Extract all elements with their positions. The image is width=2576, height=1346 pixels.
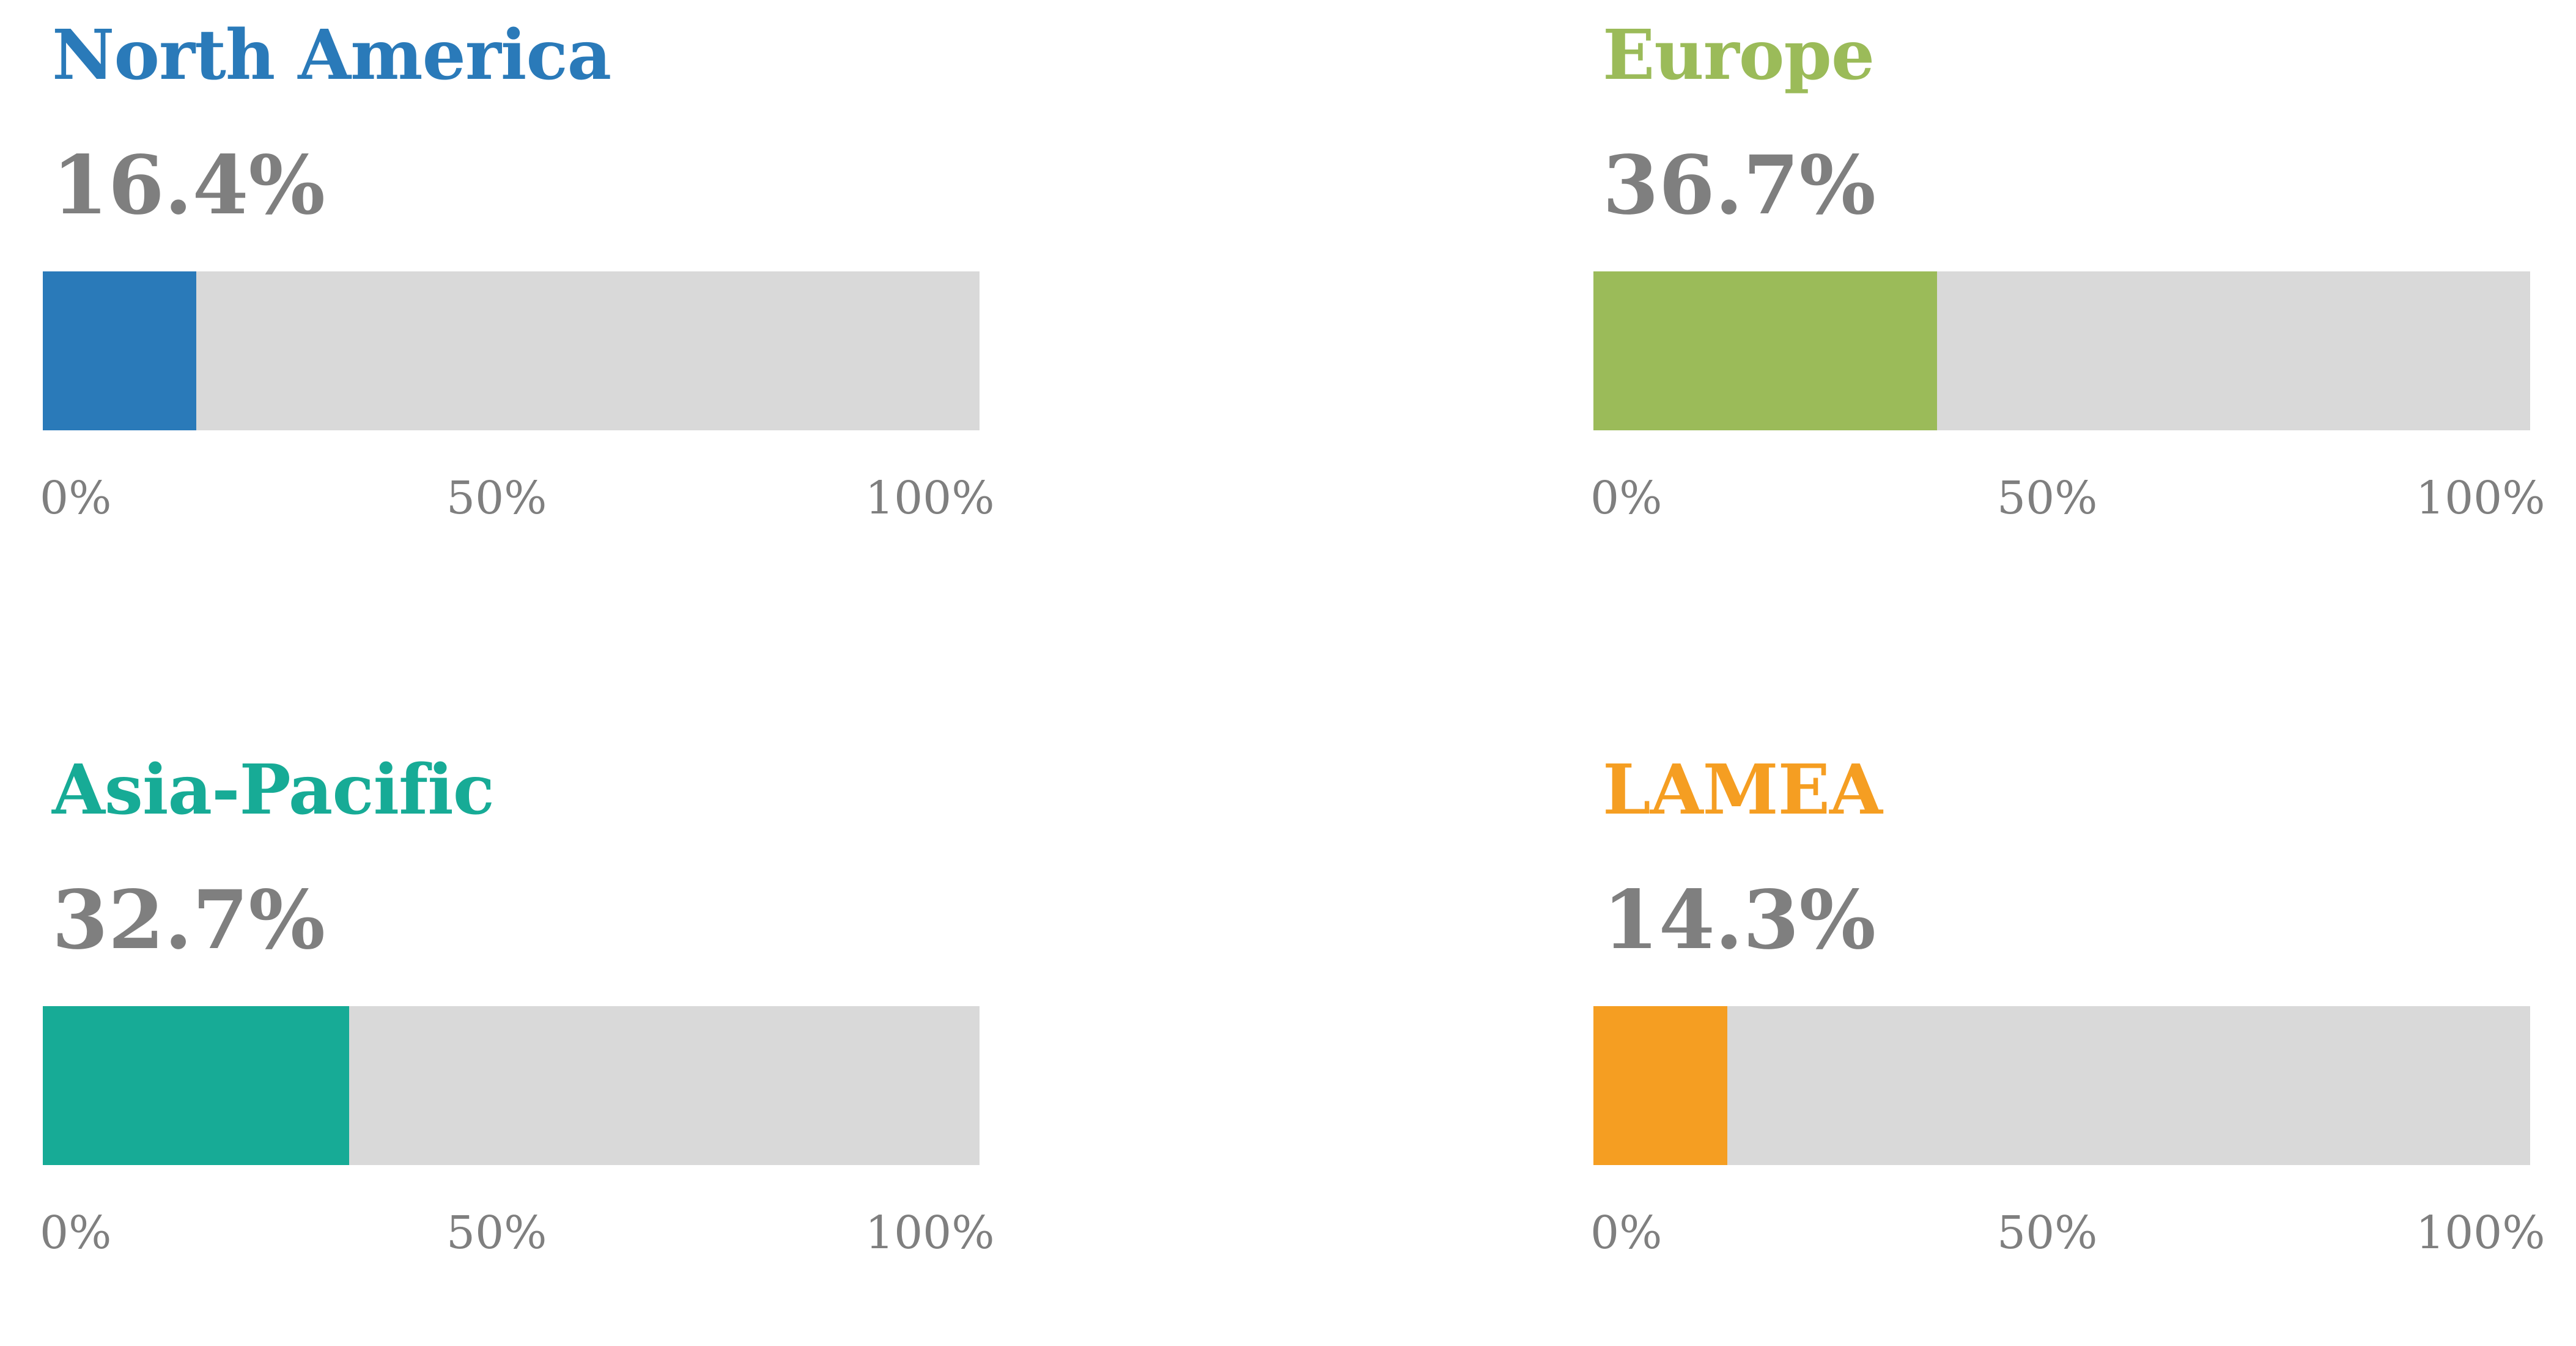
bar-track-north-america (43, 271, 980, 430)
region-name-north-america: North America (52, 15, 611, 95)
tick-label-lamea-0: 0% (1590, 1207, 1663, 1259)
tick-label-europe-1: 50% (1997, 472, 2098, 524)
panel-lamea: LAMEA 14.3% 0% 50% 100% (1590, 735, 2547, 1346)
bar-fill-lamea (1593, 1006, 1727, 1165)
panel-asia-pacific: Asia-Pacific 32.7% 0% 50% 100% (40, 735, 997, 1346)
bar-fill-asia-pacific (43, 1006, 349, 1165)
panel-north-america: North America 16.4% 0% 50% 100% (40, 0, 997, 611)
tick-label-asia-pacific-0: 0% (40, 1207, 112, 1259)
region-name-europe: Europe (1603, 15, 1875, 95)
tick-label-europe-0: 0% (1590, 472, 1663, 524)
value-label-asia-pacific: 32.7% (52, 873, 325, 968)
tick-label-asia-pacific-1: 50% (446, 1207, 547, 1259)
bar-track-lamea (1593, 1006, 2530, 1165)
bar-fill-north-america (43, 271, 196, 430)
value-label-europe: 36.7% (1603, 138, 1876, 233)
bar-track-europe (1593, 271, 2530, 430)
tick-label-asia-pacific-2: 100% (865, 1207, 995, 1259)
region-name-asia-pacific: Asia-Pacific (52, 750, 495, 830)
value-label-north-america: 16.4% (52, 138, 325, 233)
tick-label-europe-2: 100% (2416, 472, 2545, 524)
bar-fill-europe (1593, 271, 1937, 430)
panel-europe: Europe 36.7% 0% 50% 100% (1590, 0, 2547, 611)
tick-label-north-america-1: 50% (446, 472, 547, 524)
bar-track-asia-pacific (43, 1006, 980, 1165)
tick-label-north-america-0: 0% (40, 472, 112, 524)
value-label-lamea: 14.3% (1603, 873, 1876, 968)
tick-label-lamea-2: 100% (2416, 1207, 2545, 1259)
tick-label-lamea-1: 50% (1997, 1207, 2098, 1259)
tick-label-north-america-2: 100% (865, 472, 995, 524)
region-name-lamea: LAMEA (1603, 750, 1883, 830)
